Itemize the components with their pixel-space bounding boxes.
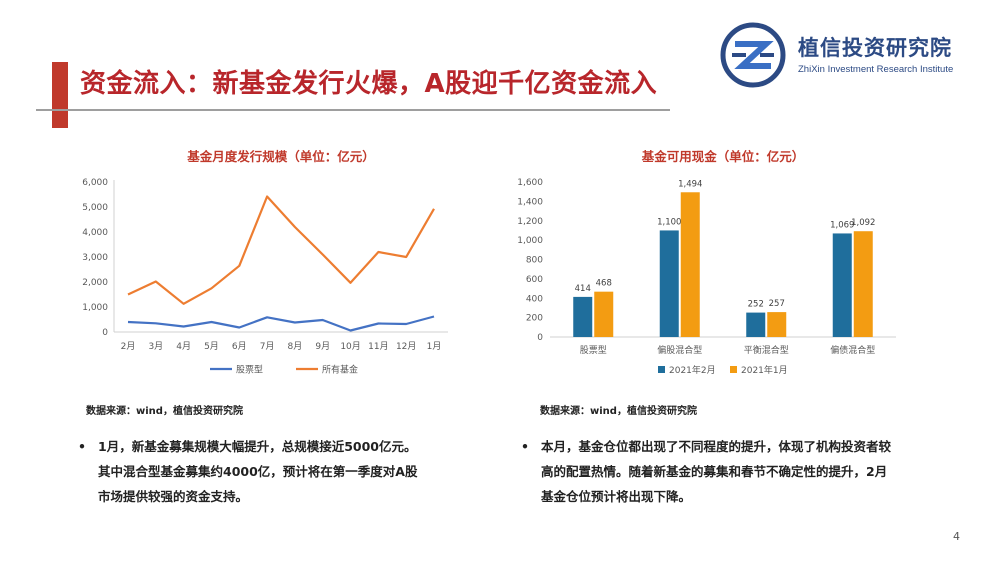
data-source-right: 数据来源：wind，植信投资研究院 <box>540 406 697 417</box>
y-tick-label: 6,000 <box>82 178 108 188</box>
bullet-left-line: 1月，新基金募集规模大幅提升，总规模接近5000亿元。 <box>98 439 417 454</box>
x-tick-label: 7月 <box>260 341 275 352</box>
series-line-all-funds <box>127 195 435 305</box>
bar-jan <box>680 192 700 337</box>
data-label: 252 <box>748 300 764 310</box>
bar-feb <box>659 230 679 337</box>
y-tick-label: 3,000 <box>82 253 108 263</box>
bar-feb <box>746 312 766 337</box>
bar-jan <box>594 291 614 337</box>
page-title: 资金流入：新基金发行火爆，A股迎千亿资金流入 <box>80 69 658 99</box>
y-tick-label: 1,600 <box>517 178 543 188</box>
x-tick-label: 6月 <box>232 341 247 352</box>
y-tick-label: 200 <box>526 314 543 324</box>
legend-swatch <box>730 366 737 373</box>
x-tick-label: 1月 <box>427 341 442 352</box>
legend-label: 2021年2月 <box>669 364 716 376</box>
legend-label: 2021年1月 <box>741 364 788 376</box>
bullet-left-line: 其中混合型基金募集约4000亿，预计将在第一季度对A股 <box>98 464 418 479</box>
chart-title: 基金可用现金（单位：亿元） <box>641 149 805 164</box>
zhixin-logo-icon <box>720 22 786 88</box>
bullet-marker: • <box>521 439 529 454</box>
data-source-left: 数据来源：wind，植信投资研究院 <box>86 406 243 417</box>
chart-title: 基金月度发行规模（单位：亿元） <box>186 149 375 164</box>
x-tick-label: 平衡混合型 <box>744 344 789 356</box>
y-tick-label: 800 <box>526 256 543 266</box>
legend-label: 股票型 <box>236 365 263 376</box>
bullet-left-line: 市场提供较强的资金支持。 <box>98 489 249 504</box>
x-tick-label: 股票型 <box>580 345 607 356</box>
y-tick-label: 5,000 <box>82 203 108 213</box>
y-tick-label: 2,000 <box>82 278 108 288</box>
y-tick-label: 1,400 <box>517 197 543 207</box>
x-tick-label: 偏股混合型 <box>657 344 702 356</box>
data-label: 1,069 <box>830 220 854 230</box>
logo-name-cn: 植信投资研究院 <box>798 36 952 60</box>
x-tick-label: 2月 <box>121 341 136 352</box>
series-line-stock <box>127 315 435 332</box>
bullet-marker: • <box>78 439 86 454</box>
monthly-issuance-line-chart: 基金月度发行规模（单位：亿元） 0 1,000 2,000 3,000 4,000 5,00… <box>82 149 448 376</box>
x-tick-label: 8月 <box>288 341 303 352</box>
data-label: 468 <box>596 279 612 289</box>
x-tick-label: 4月 <box>176 341 191 352</box>
data-label: 1,092 <box>851 218 875 228</box>
y-tick-label: 1,000 <box>82 303 108 313</box>
y-tick-label: 4,000 <box>82 228 108 238</box>
x-tick-label: 3月 <box>148 341 163 352</box>
y-tick-label: 400 <box>526 294 543 304</box>
y-tick-label: 1,000 <box>517 236 543 246</box>
logo-name-en: ZhiXin Investment Research Institute <box>798 64 954 75</box>
fund-cash-bar-chart: 基金可用现金（单位：亿元） 0 200 400 600 800 1,000 1,200 1,40… <box>517 149 896 376</box>
legend-swatch <box>658 366 665 373</box>
title-accent-bar <box>52 62 68 128</box>
bullet-right-line: 基金仓位预计将出现下降。 <box>541 489 692 504</box>
x-tick-label: 9月 <box>315 341 330 352</box>
bullet-left: • 1月，新基金募集规模大幅提升，总规模接近5000亿元。 其中混合型基金募集约… <box>78 434 418 509</box>
x-tick-label: 10月 <box>340 341 360 352</box>
y-tick-label: 0 <box>102 328 108 338</box>
bullet-right: • 本月，基金仓位都出现了不同程度的提升，体现了机构投资者较 高的配置热情。随着… <box>521 434 892 509</box>
x-tick-label: 偏债混合型 <box>830 344 875 356</box>
bullet-right-line: 本月，基金仓位都出现了不同程度的提升，体现了机构投资者较 <box>541 439 892 454</box>
y-tick-label: 0 <box>537 333 543 343</box>
y-tick-label: 1,200 <box>517 217 543 227</box>
logo: 植信投资研究院 ZhiXin Investment Research Insti… <box>720 22 990 88</box>
x-tick-label: 12月 <box>396 341 416 352</box>
bullet-right-line: 高的配置热情。随着新基金的募集和春节不确定性的提升，2月 <box>541 464 888 479</box>
data-label: 1,494 <box>678 179 702 189</box>
bar-feb <box>832 233 852 337</box>
bar-jan <box>853 231 873 337</box>
bar-jan <box>767 312 787 337</box>
data-label: 257 <box>769 299 785 309</box>
data-label: 1,100 <box>657 217 681 227</box>
bar-feb <box>573 296 593 337</box>
data-label: 414 <box>575 284 591 294</box>
title-divider <box>36 109 670 111</box>
legend-label: 所有基金 <box>322 364 358 376</box>
page-number: 4 <box>953 530 960 543</box>
y-tick-label: 600 <box>526 275 543 285</box>
x-tick-label: 11月 <box>368 341 388 352</box>
x-tick-label: 5月 <box>204 341 219 352</box>
